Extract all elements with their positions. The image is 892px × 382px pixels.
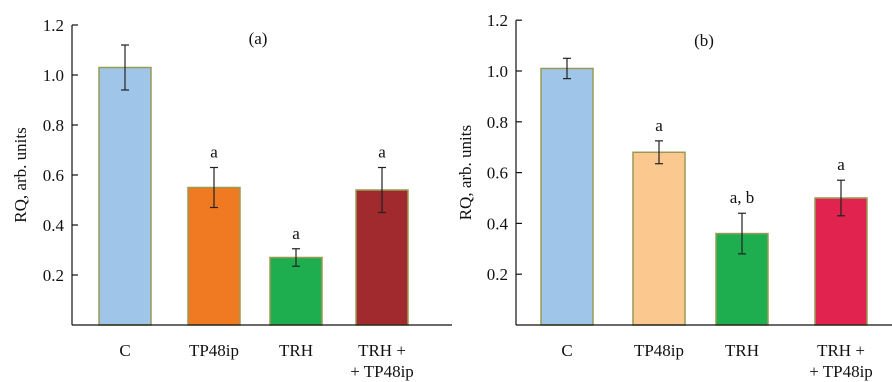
y-tick-label: 0.2 <box>487 265 508 284</box>
panel-label: (a) <box>249 29 268 48</box>
x-tick-label: TRH <box>725 341 759 360</box>
significance-label: a <box>837 155 845 174</box>
y-tick-label: 1.0 <box>43 66 64 85</box>
y-tick-label: 0.2 <box>43 266 64 285</box>
bar-c <box>540 67 594 326</box>
significance-label: a, b <box>730 188 755 207</box>
x-tick-label: TRH <box>279 341 313 360</box>
error-bar <box>563 57 571 80</box>
x-tick-label: C <box>561 341 572 360</box>
y-tick-label: 0.8 <box>487 113 508 132</box>
x-tick-label: TRH + + TP48ip <box>809 341 873 381</box>
y-tick-label: 0.4 <box>43 216 65 235</box>
y-tick-label: 1.0 <box>487 62 508 81</box>
error-bar <box>292 248 300 267</box>
significance-label: a <box>210 143 218 162</box>
bar-trh <box>269 256 323 326</box>
y-tick-label: 0.4 <box>487 214 509 233</box>
y-axis-label: RQ, arb. units <box>456 125 475 220</box>
y-tick-label: 1.2 <box>487 11 508 30</box>
y-tick-label: 0.6 <box>487 164 508 183</box>
chart-panel-b: a a, b a 0.2 0.4 0.6 0.8 1.0 1.2 C TP48ip TRH TRH + +… <box>456 11 892 381</box>
x-tick-label: TP48ip <box>189 341 239 360</box>
y-tick-label: 0.6 <box>43 166 64 185</box>
bar-tp48ip <box>187 186 241 326</box>
error-bar <box>837 179 845 217</box>
bar-trh <box>814 197 868 326</box>
y-axis-label: RQ, arb. units <box>11 127 30 222</box>
panel-label: (b) <box>694 31 714 50</box>
significance-label: a <box>655 116 663 135</box>
error-bar <box>378 166 386 214</box>
error-bar <box>121 44 129 91</box>
significance-label: a <box>292 224 300 243</box>
y-tick-label: 0.8 <box>43 116 64 135</box>
x-tick-label: TP48ip <box>634 341 684 360</box>
bar-c <box>98 66 152 326</box>
x-tick-label: C <box>119 341 130 360</box>
bar-tp48ip <box>632 151 686 326</box>
x-tick-label: TRH + + TP48ip <box>350 341 414 381</box>
significance-label: a <box>378 143 386 162</box>
error-bar <box>738 212 746 255</box>
error-bar <box>655 140 663 165</box>
y-tick-label: 1.2 <box>43 16 64 35</box>
chart-panel-a: a a a 0.2 0.4 0.6 0.8 1.0 1.2 C TP48ip TRH TRH + + TP… <box>11 16 452 381</box>
error-bar <box>210 166 218 209</box>
